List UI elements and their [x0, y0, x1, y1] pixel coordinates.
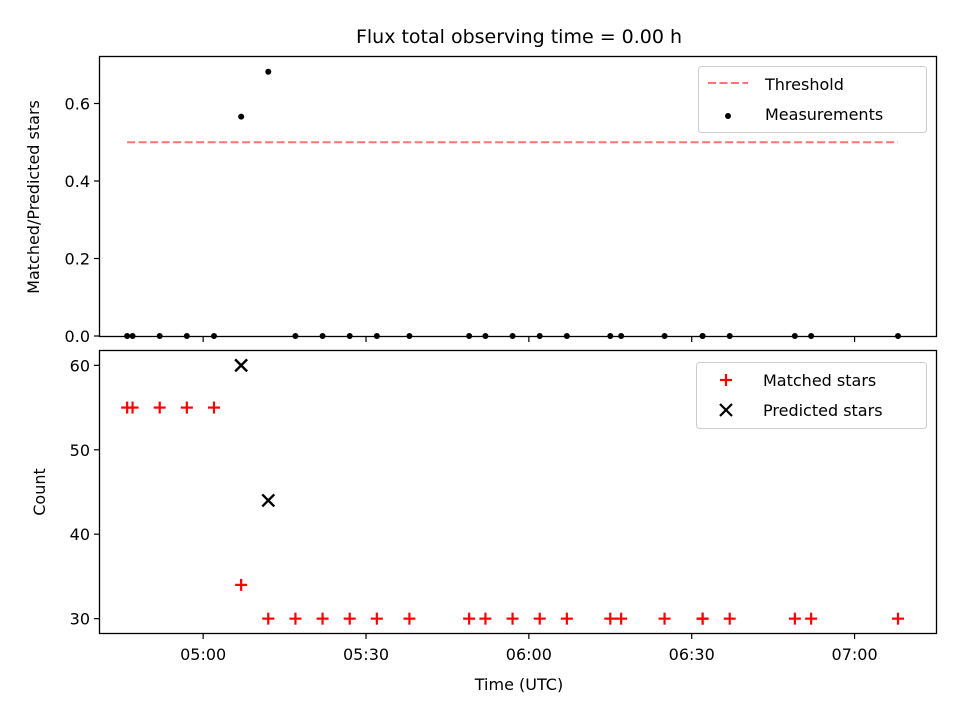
matched-stars-point	[370, 612, 383, 625]
x-tick-label: 06:30	[669, 645, 715, 664]
y-tick-label: 60	[70, 356, 90, 375]
matched-stars-point	[615, 612, 628, 625]
matched-stars-point	[316, 612, 329, 625]
legend-measurements-label: Measurements	[765, 105, 883, 124]
matched-stars-point	[235, 578, 248, 591]
top-panel-legend: Threshold Measurements	[698, 66, 927, 133]
legend-matched-label: Matched stars	[763, 371, 876, 390]
matched-stars-point	[153, 401, 166, 414]
legend-threshold-label: Threshold	[764, 75, 844, 94]
matched-stars-point	[604, 612, 617, 625]
y-tick-label: 0.4	[65, 172, 90, 191]
matched-stars-point	[479, 612, 492, 625]
matched-stars-point	[343, 612, 356, 625]
y-tick-label: 0.6	[65, 95, 90, 114]
legend-predicted-label: Predicted stars	[763, 401, 883, 420]
y-tick-label: 50	[70, 441, 90, 460]
x-axis-label: Time (UTC)	[474, 675, 563, 694]
bottom-panel-x-ticks: 05:00 05:30 06:00 06:30 07:00	[180, 633, 878, 664]
bottom-panel-frame	[98, 349, 938, 635]
y-tick-label: 30	[70, 610, 90, 629]
top-panel: 0.0 0.2 0.4 0.6 Matched/Predicted stars Thr…	[24, 55, 938, 346]
bottom-panel: 30 40 50 60 05:00 05:30 06:00 06:30 07:00 Count…	[30, 349, 938, 664]
x-tick-label: 05:30	[343, 645, 389, 664]
y-tick-label: 40	[70, 525, 90, 544]
legend-predicted-swatch	[719, 403, 733, 417]
legend-matched-swatch	[720, 374, 732, 386]
legend-measurements-swatch	[725, 113, 731, 119]
predicted-stars-point	[234, 358, 248, 373]
matched-stars-point	[533, 612, 546, 625]
matched-stars-point	[696, 612, 709, 625]
bottom-panel-y-ticks: 30 40 50 60	[70, 356, 100, 629]
top-panel-y-ticks: 0.0 0.2 0.4 0.6	[65, 95, 100, 346]
matched-stars-point	[892, 612, 904, 625]
measurement-point	[238, 113, 245, 120]
bottom-panel-plot-area	[121, 358, 904, 625]
matched-stars-point	[463, 612, 476, 625]
x-tick-label: 07:00	[832, 645, 878, 664]
matched-stars-point	[788, 612, 801, 625]
chart-title: Flux total observing time = 0.00 h	[356, 26, 682, 48]
y-tick-label: 0.0	[65, 327, 90, 346]
legend-frame	[698, 66, 927, 133]
matched-stars-point	[506, 612, 519, 625]
matched-stars-point	[805, 612, 818, 625]
x-tick-label: 05:00	[180, 645, 226, 664]
y-tick-label: 0.2	[65, 250, 90, 269]
matched-stars-point	[262, 612, 275, 625]
measurement-point	[265, 68, 272, 75]
matched-stars-point	[208, 401, 220, 414]
matched-stars-point	[289, 612, 302, 625]
matched-stars-point	[180, 401, 193, 414]
top-panel-ylabel: Matched/Predicted stars	[24, 100, 43, 294]
matched-stars-point	[126, 401, 139, 414]
matched-stars-point	[403, 612, 416, 625]
matched-stars-point	[560, 612, 573, 625]
bottom-panel-ylabel: Count	[30, 468, 49, 516]
top-panel-x-ticks	[202, 336, 856, 342]
legend-frame	[696, 362, 927, 429]
top-panel-frame	[98, 55, 938, 338]
predicted-stars-point	[261, 493, 276, 508]
x-tick-label: 06:00	[506, 645, 552, 664]
bottom-panel-legend: Matched stars Predicted stars	[696, 362, 927, 429]
matched-stars-point	[658, 612, 671, 625]
matched-stars-point	[723, 612, 736, 625]
